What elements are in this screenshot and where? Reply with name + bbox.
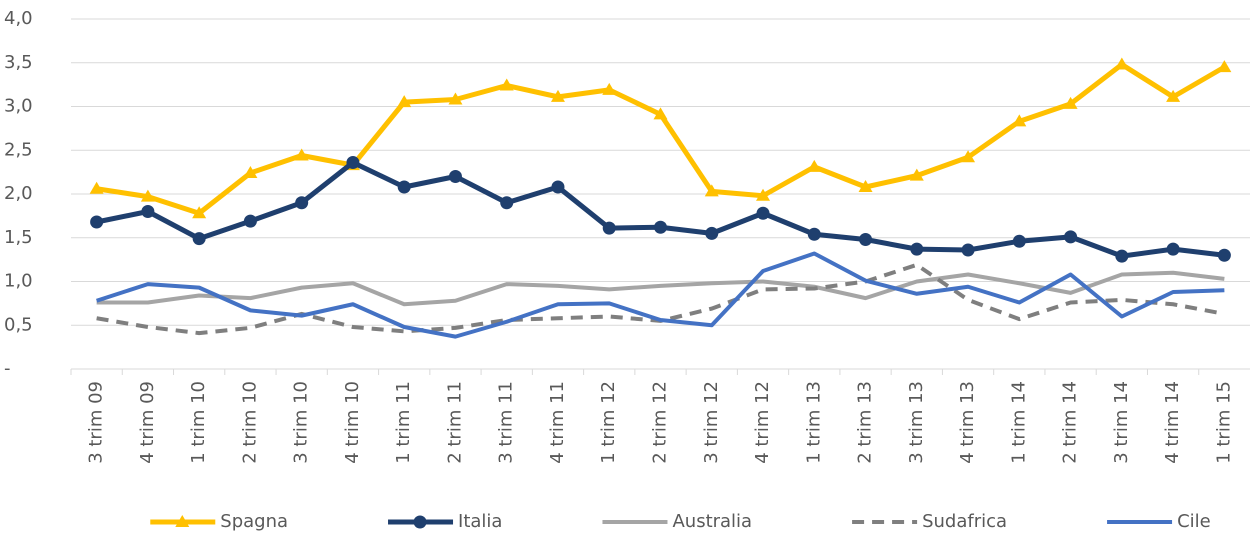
legend-item: Sudafrica [852, 511, 1007, 532]
point-marker [602, 82, 617, 95]
legend-marker [413, 515, 427, 529]
y-tick-label: 2,5 [4, 139, 33, 160]
y-tick-label: 3,5 [4, 52, 33, 73]
point-marker [397, 180, 411, 194]
point-marker [961, 243, 975, 257]
point-marker [1114, 57, 1129, 70]
x-tick-label: 3 trim 10 [291, 381, 312, 464]
x-tick-label: 4 trim 09 [137, 381, 158, 464]
y-tick-label: 1,5 [4, 227, 33, 248]
series-line [96, 251, 1225, 339]
point-marker [909, 168, 924, 181]
x-tick-label: 1 trim 15 [1213, 381, 1234, 464]
point-marker [1217, 248, 1231, 262]
y-tick-label: 0,5 [4, 314, 33, 335]
x-tick-label: 1 trim 13 [803, 381, 824, 464]
y-tick-label: 2,0 [4, 183, 33, 204]
x-tick-label: 3 trim 13 [906, 381, 927, 464]
series-line [96, 262, 1225, 336]
point-marker [704, 184, 719, 197]
point-marker [807, 227, 821, 241]
point-marker [550, 89, 565, 102]
x-tick-label: 3 trim 09 [86, 381, 107, 464]
legend-item: Australia [602, 511, 752, 532]
point-marker [499, 78, 514, 91]
x-tick-label: 2 trim 10 [239, 381, 260, 464]
point-marker [756, 188, 771, 201]
x-tick-label: 4 trim 10 [342, 381, 363, 464]
point-marker [295, 196, 309, 210]
point-marker [192, 232, 206, 246]
point-marker [705, 226, 719, 240]
point-marker [192, 206, 207, 219]
point-marker [243, 166, 258, 178]
point-marker [859, 233, 873, 246]
x-tick-label: 1 trim 14 [1008, 381, 1029, 464]
legend: Spagna Italia Australia Sudafrica Cile [150, 511, 1211, 532]
point-marker [397, 95, 412, 108]
point-marker [1012, 234, 1026, 248]
point-marker [141, 205, 155, 218]
x-tick-label: 4 trim 14 [1162, 381, 1183, 464]
point-marker [448, 92, 463, 105]
legend-marker [175, 515, 190, 527]
x-tick-label: 4 trim 13 [957, 381, 978, 464]
point-marker [1217, 60, 1232, 73]
legend-label: Australia [672, 511, 752, 532]
legend-label: Sudafrica [922, 511, 1007, 532]
x-tick-label: 2 trim 14 [1060, 381, 1081, 464]
point-marker [910, 242, 924, 256]
x-tick-label: 2 trim 11 [444, 381, 465, 464]
point-marker [294, 148, 309, 161]
point-marker [500, 196, 514, 210]
point-marker [1064, 230, 1078, 244]
x-tick-label: 1 trim 11 [393, 381, 414, 464]
point-marker [1166, 89, 1181, 102]
legend-label: Spagna [220, 511, 288, 532]
point-marker [1012, 114, 1027, 127]
point-marker [1063, 96, 1078, 109]
point-marker [602, 221, 616, 235]
x-tick-label: 1 trim 12 [598, 381, 619, 464]
point-marker [961, 150, 976, 163]
x-tick-label: 2 trim 13 [855, 381, 876, 464]
legend-label: Italia [458, 511, 502, 532]
point-marker [140, 189, 155, 202]
point-marker [1166, 242, 1180, 256]
y-tick-label: 1,0 [4, 271, 33, 292]
point-marker [1115, 249, 1129, 263]
x-tick-label: 3 trim 12 [701, 381, 722, 464]
point-marker [346, 156, 360, 169]
point-marker [551, 180, 565, 194]
point-marker [654, 220, 667, 234]
point-marker [243, 214, 257, 228]
legend-item: Cile [1107, 511, 1211, 532]
y-tick-label: 4,0 [4, 8, 33, 29]
point-marker [89, 181, 104, 194]
point-marker [807, 159, 822, 172]
point-marker [90, 215, 104, 229]
y-tick-label: 3,0 [4, 96, 33, 117]
point-marker [653, 107, 668, 120]
series-line [96, 160, 1225, 259]
x-tick-label: 2 trim 12 [650, 381, 671, 464]
x-tick-label: 3 trim 14 [1111, 381, 1132, 464]
series-line [96, 62, 1226, 216]
legend-label: Cile [1177, 511, 1211, 532]
series-line [96, 270, 1225, 307]
point-marker [858, 180, 873, 192]
y-tick-label: - [4, 358, 11, 379]
point-marker [756, 206, 770, 220]
x-tick-label: 4 trim 11 [547, 381, 568, 464]
x-tick-label: 4 trim 12 [752, 381, 773, 464]
x-tick-label: 1 trim 10 [188, 381, 209, 464]
legend-item: Spagna [150, 511, 288, 532]
x-tick-label: 3 trim 11 [496, 381, 517, 464]
point-marker [448, 170, 462, 183]
legend-item: Italia [388, 511, 502, 532]
